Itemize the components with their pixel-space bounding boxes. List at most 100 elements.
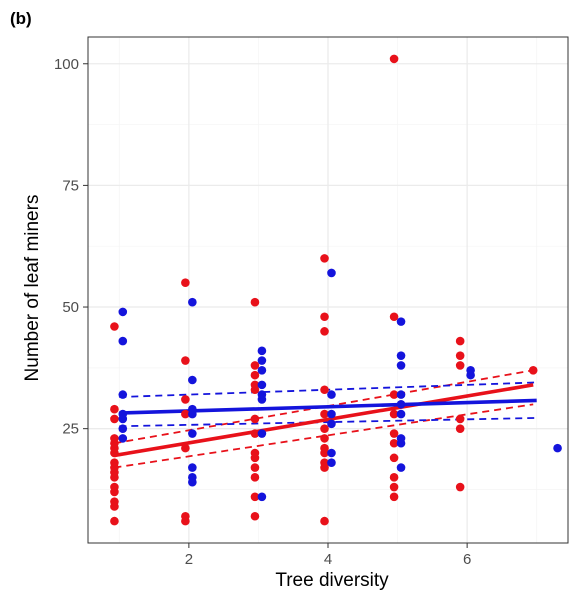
red-data-point: [181, 278, 190, 288]
red-data-point: [389, 453, 399, 463]
blue-data-point: [257, 390, 267, 399]
red-fit-line: [114, 383, 534, 458]
blue-data-point: [118, 307, 128, 317]
red-data-point: [389, 482, 399, 492]
red-data-point: [320, 312, 329, 322]
blue-data-point: [188, 473, 197, 482]
x-axis-title: Tree diversity: [275, 570, 389, 591]
red-data-point: [320, 516, 329, 526]
blue-data-point: [396, 361, 406, 370]
y-axis-title: Number of leaf miners: [22, 195, 43, 382]
blue-data-point: [396, 409, 406, 419]
red-data-point: [110, 434, 119, 443]
red-data-point: [250, 414, 260, 424]
blue-data-point: [396, 351, 406, 360]
x-tick-label: 6: [463, 551, 471, 568]
blue-data-point: [118, 390, 128, 399]
blue-data-point: [118, 434, 128, 443]
blue-data-point: [118, 336, 128, 346]
blue-data-point: [257, 365, 267, 375]
red-data-point: [455, 414, 465, 424]
red-fit-ci-upper: [114, 369, 534, 445]
y-tick-label: 75: [62, 177, 79, 194]
red-data-point: [110, 497, 119, 506]
axis-layer: 2 4 6 25 50 75 100: [54, 56, 471, 568]
red-data-point: [455, 351, 465, 360]
blue-data-point: [327, 419, 336, 429]
red-data-point: [110, 516, 119, 526]
blue-data-point: [257, 356, 267, 365]
red-data-point: [320, 385, 329, 395]
red-data-point: [455, 361, 465, 370]
blue-data-point: [188, 297, 197, 307]
blue-data-point: [118, 424, 128, 433]
red-data-point: [455, 482, 465, 492]
red-data-point: [181, 443, 190, 453]
red-data-point: [389, 390, 399, 399]
blue-data-point: [188, 404, 197, 414]
blue-data-point: [466, 365, 475, 375]
red-data-point: [110, 482, 119, 492]
red-data-point: [110, 458, 119, 468]
red-data-point: [250, 370, 260, 380]
blue-data-point: [257, 492, 267, 502]
red-data-point: [250, 463, 260, 472]
red-data-point: [181, 356, 190, 365]
red-data-point: [110, 322, 119, 331]
y-tick-label: 25: [62, 421, 79, 438]
blue-data-point: [188, 463, 197, 472]
red-data-point: [389, 429, 399, 438]
red-data-point: [528, 365, 538, 375]
red-data-point: [250, 361, 260, 370]
red-data-point: [320, 327, 329, 336]
panel-label: (b): [10, 9, 32, 28]
blue-data-point: [396, 390, 406, 399]
blue-data-point: [188, 429, 197, 438]
red-data-point: [250, 511, 260, 521]
blue-data-point: [188, 375, 197, 385]
blue-data-point: [396, 434, 406, 443]
red-data-point: [110, 414, 119, 424]
x-tick-label: 4: [324, 551, 332, 568]
y-tick-label: 100: [54, 56, 79, 73]
red-data-point: [320, 443, 329, 453]
blue-data-point: [257, 380, 267, 390]
blue-data-point: [327, 268, 336, 278]
plot-area: [87, 36, 569, 544]
point-layer: [110, 54, 562, 526]
blue-data-point: [396, 463, 406, 472]
red-data-point: [320, 434, 329, 443]
y-tick-label: 50: [62, 299, 79, 316]
red-data-point: [181, 395, 190, 404]
red-data-point: [250, 380, 260, 390]
red-data-point: [389, 312, 399, 322]
red-data-point: [320, 458, 329, 468]
red-data-point: [389, 473, 399, 482]
blue-data-point: [396, 317, 406, 326]
blue-data-point: [118, 409, 128, 419]
red-data-point: [320, 409, 329, 419]
red-data-point: [389, 409, 399, 419]
red-data-point: [250, 448, 260, 458]
blue-data-point: [257, 429, 267, 438]
red-data-point: [389, 438, 399, 448]
red-fit-ci-lower: [114, 403, 534, 469]
grid-layer: [88, 37, 568, 543]
red-data-point: [181, 511, 190, 521]
blue-data-point: [327, 458, 336, 468]
red-data-point: [250, 429, 260, 438]
blue-data-point: [327, 448, 336, 458]
red-data-point: [110, 404, 119, 414]
red-data-point: [389, 492, 399, 502]
red-data-point: [250, 473, 260, 482]
blue-data-point: [327, 409, 336, 419]
red-data-point: [250, 297, 260, 307]
red-data-point: [455, 336, 465, 346]
blue-data-point: [327, 390, 336, 399]
red-data-point: [320, 424, 329, 433]
blue-data-point: [257, 346, 267, 356]
blue-data-point: [396, 400, 406, 409]
blue-data-point: [553, 443, 562, 453]
